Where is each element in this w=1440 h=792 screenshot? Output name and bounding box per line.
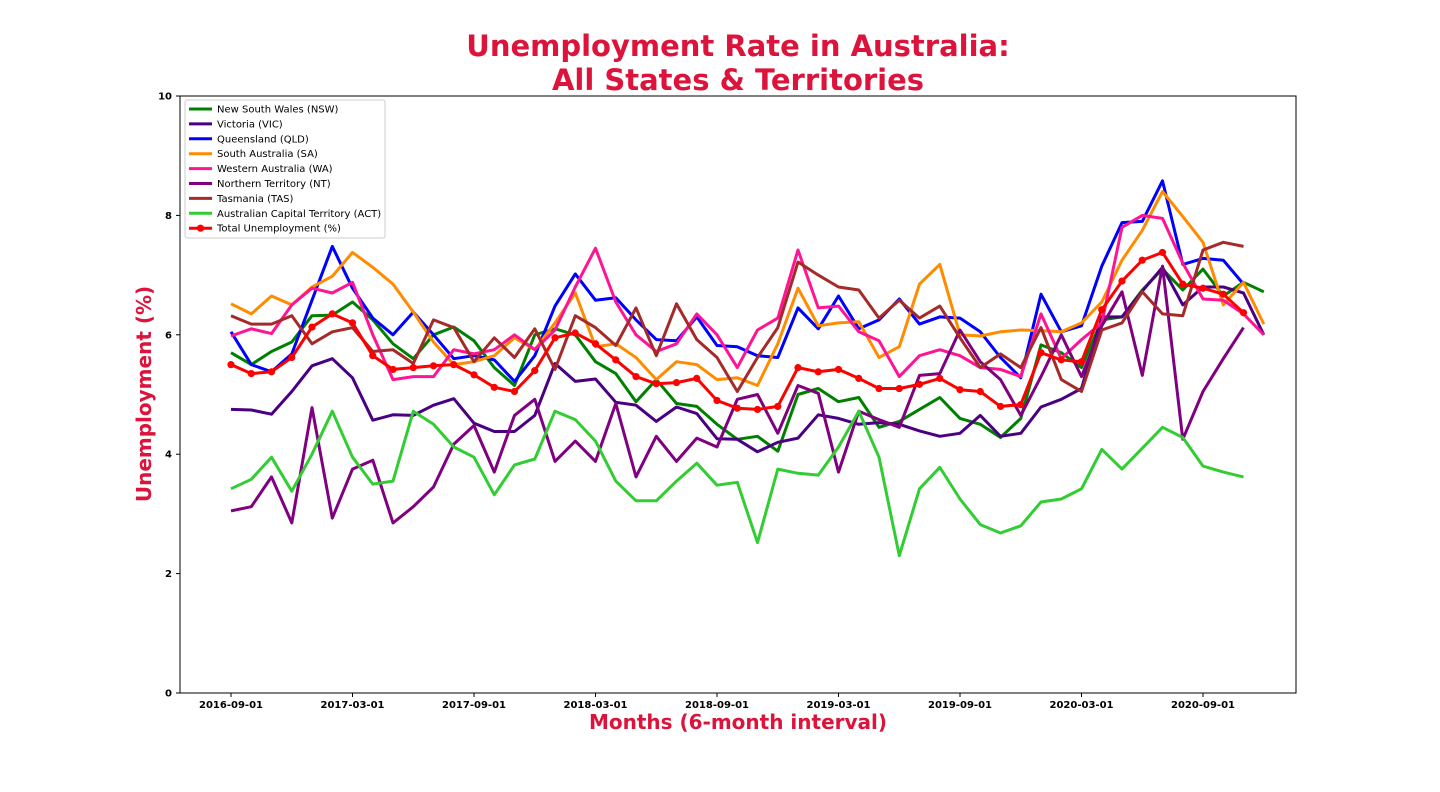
total-data-point [996, 402, 1005, 411]
chart-title-line-2: All States & Territories [552, 63, 924, 97]
total-data-point [956, 386, 964, 394]
total-data-point [470, 371, 478, 379]
total-data-point [551, 334, 559, 342]
total-data-point [1138, 256, 1146, 264]
total-data-point [1179, 280, 1187, 288]
x-tick-label: 2018-03-01 [564, 700, 628, 711]
total-data-point [1199, 284, 1207, 292]
y-tick-label: 2 [165, 569, 172, 580]
y-tick-label: 10 [158, 92, 172, 103]
series-line-western-australia-wa [230, 213, 1265, 382]
total-data-point [389, 365, 397, 374]
x-tick-label: 2020-03-01 [1050, 700, 1114, 711]
series-line-south-australia-sa [230, 190, 1266, 387]
series-line-northern-territory-nt [230, 264, 1245, 525]
legend-entry-label: South Australia (SA) [217, 149, 318, 160]
total-data-point [652, 380, 660, 388]
y-tick-label: 4 [165, 450, 172, 461]
total-data-point [247, 370, 255, 378]
total-data-point [1098, 306, 1106, 314]
total-data-point [227, 361, 235, 369]
x-tick-label: 2019-09-01 [928, 700, 992, 711]
total-data-point [713, 396, 721, 405]
total-data-point [571, 329, 579, 337]
x-tick-label: 2018-09-01 [685, 700, 749, 711]
total-data-point [1239, 309, 1248, 317]
legend-entry-label: New South Wales (NSW) [217, 105, 339, 116]
total-data-point [1057, 356, 1065, 364]
total-data-point [1158, 248, 1167, 257]
total-data-point [1037, 349, 1045, 357]
legend-entry-label: Tasmania (TAS) [216, 194, 294, 205]
total-data-point [591, 340, 600, 348]
legend-marker [196, 224, 205, 232]
total-data-point [267, 368, 276, 376]
total-data-point [369, 352, 377, 360]
total-data-point [1219, 290, 1227, 298]
total-data-point [895, 384, 903, 393]
total-data-point [531, 367, 539, 375]
legend-entry-label: Queensland (QLD) [217, 134, 309, 145]
y-tick-label: 8 [165, 211, 172, 222]
total-data-point [450, 361, 458, 369]
total-data-point [915, 380, 924, 388]
total-data-point [1017, 401, 1025, 409]
total-data-point [1077, 358, 1086, 366]
legend-box [184, 99, 386, 239]
y-axis-ticks: 0 2 4 6 8 10 [158, 92, 180, 700]
x-tick-label: 2017-09-01 [442, 700, 506, 711]
total-data-point [672, 378, 681, 387]
total-data-point [936, 374, 944, 382]
x-tick-label: 2017-03-01 [321, 700, 385, 711]
series-line-new-south-wales-nsw [230, 267, 1265, 453]
total-data-point [855, 374, 863, 382]
x-axis-label: Months (6-month interval) [589, 710, 887, 734]
total-data-point [794, 364, 802, 372]
total-data-point [510, 387, 519, 396]
total-data-point [409, 364, 417, 372]
x-tick-label: 2019-03-01 [807, 700, 871, 711]
series-line-australian-capital-territory-act [230, 409, 1244, 558]
total-data-point [328, 310, 336, 318]
total-data-point [875, 384, 883, 393]
total-data-point [976, 387, 984, 396]
x-axis-ticks: 2016-09-01 2017-03-01 2017-09-01 2018-03-01… [199, 693, 1235, 711]
plot-area-frame [179, 95, 1297, 694]
total-data-point [612, 356, 620, 364]
total-data-point [693, 374, 701, 382]
legend-entry-label: Total Unemployment (%) [216, 224, 341, 235]
x-tick-label: 2016-09-01 [199, 700, 263, 711]
total-data-point [490, 383, 498, 391]
total-data-point [1118, 277, 1126, 285]
total-data-point [834, 365, 843, 374]
total-data-point [814, 368, 822, 376]
total-data-point [632, 372, 640, 381]
chart-title-line-1: Unemployment Rate in Australia: [466, 29, 1009, 63]
x-tick-label: 2020-09-01 [1171, 700, 1235, 711]
legend-entry-label: Australian Capital Territory (ACT) [217, 209, 381, 220]
total-data-point [429, 362, 438, 370]
series-line-tasmania-tas [230, 240, 1244, 393]
total-data-point [774, 402, 782, 411]
total-data-point [733, 404, 741, 412]
legend-entry-label: Victoria (VIC) [217, 119, 283, 130]
legend-entry-label: Western Australia (WA) [217, 164, 333, 175]
y-axis-label: Unemployment (%) [132, 286, 156, 502]
series-lines [227, 179, 1266, 558]
chart-legend: New South Wales (NSW) Victoria (VIC) Queen… [184, 99, 386, 239]
y-tick-label: 0 [165, 689, 172, 700]
total-data-point [753, 405, 762, 414]
series-line-queensland-qld [229, 179, 1245, 383]
total-data-point [288, 353, 296, 362]
legend-entry-label: Northern Territory (NT) [217, 179, 331, 190]
y-tick-label: 6 [165, 330, 172, 341]
total-data-point [348, 319, 357, 327]
total-data-point [308, 323, 316, 331]
